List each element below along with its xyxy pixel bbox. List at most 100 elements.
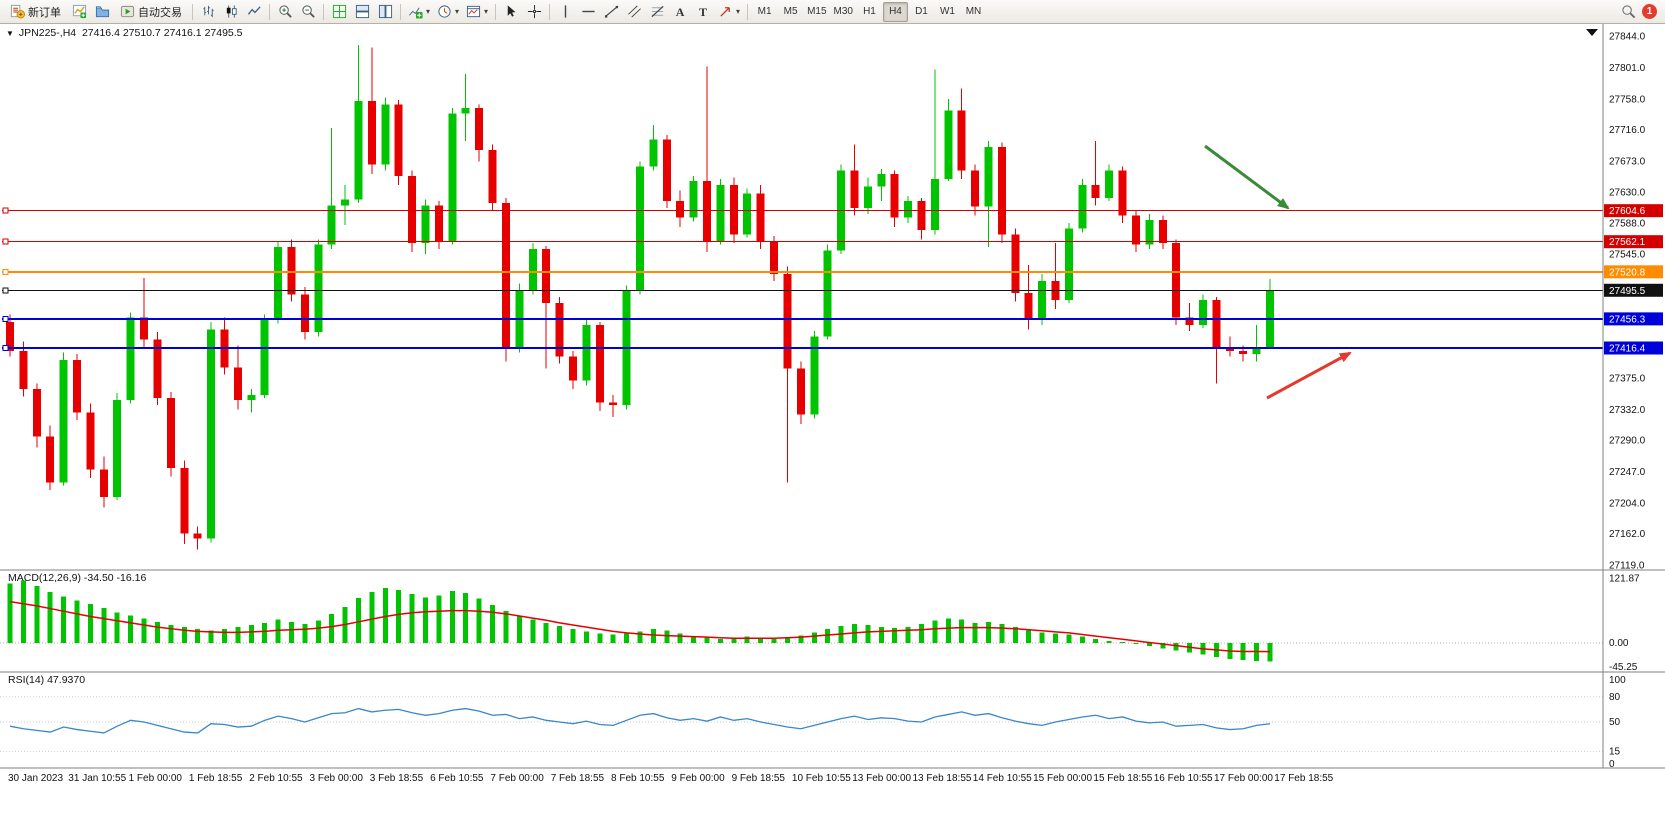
timeframe-D1-button[interactable]: D1 [909,2,934,22]
price-badge-27456.3: 27456.3 [1604,312,1663,326]
macd-signal-line [9,600,1271,653]
price-tick: 27375.0 [1609,374,1646,385]
level-line-handle[interactable] [2,268,9,275]
search-button[interactable] [1617,2,1639,22]
time-label: 10 Feb 10:55 [792,773,851,784]
zoom-in-icon [278,4,293,19]
price-axis: 27844.0 27801.0 27758.0 27716.0 27673.0 27630… [1609,32,1646,572]
level-line-handle[interactable] [2,345,9,352]
time-label: 13 Feb 18:55 [913,773,972,784]
time-label: 7 Feb 00:00 [490,773,544,784]
svg-text:27604.6: 27604.6 [1609,206,1646,217]
timeframe-H1-button[interactable]: H1 [857,2,882,22]
tile-horizontal-icon [355,4,370,19]
timeframe-H4-button[interactable]: H4 [882,1,908,22]
indicators-icon [408,4,423,19]
periods-button[interactable]: ▾ [434,2,462,22]
text-tool-button[interactable]: A [669,2,691,22]
vertical-line-icon [558,4,573,19]
level-line-handle[interactable] [2,315,9,322]
templates-button[interactable]: ▾ [463,2,491,22]
macd-histogram [7,580,1273,662]
text-tool-icon: A [675,4,685,19]
bar-chart-mode-button[interactable] [197,2,219,22]
timeframe-MN-button[interactable]: MN [961,2,986,22]
time-label: 9 Feb 00:00 [671,773,725,784]
line-chart-mode-button[interactable] [243,2,265,22]
time-label: 17 Feb 18:55 [1274,773,1333,784]
rsi-scale-tick: 0 [1609,759,1615,770]
dropdown-caret-icon: ▾ [736,6,741,16]
rsi-scale: 100 80 50 15 0 [1609,675,1626,770]
arrows-tool-button[interactable]: ▾ [715,2,743,22]
toolbar-separator [747,3,749,20]
toolbar-separator [495,3,497,20]
level-line-handle[interactable] [2,287,9,294]
svg-text:27562.1: 27562.1 [1609,237,1646,248]
rsi-scale-tick: 100 [1609,675,1626,686]
tile-vertical-icon [378,4,393,19]
candlestick-mode-button[interactable] [220,2,242,22]
trendline-icon [604,4,619,19]
price-tick: 27119.0 [1609,561,1645,572]
timeframe-M15-button[interactable]: M15 [804,2,829,22]
indicators-button[interactable]: ▾ [405,2,433,22]
trendline-tool-button[interactable] [600,2,622,22]
toolbar-separator [323,3,324,20]
timeframe-M5-button[interactable]: M5 [778,2,803,22]
price-badge-27495.5: 27495.5 [1604,283,1663,297]
fibonacci-tool-button[interactable] [646,2,668,22]
crosshair-tool-button[interactable] [523,2,545,22]
macd-scale: 121.87 0.00 -45.25 [1609,573,1640,673]
horizontal-line-tool-button[interactable] [577,2,599,22]
time-axis: 30 Jan 2023 31 Jan 10:55 1 Feb 00:00 1 Feb … [8,773,1334,784]
price-tick: 27545.0 [1609,250,1646,261]
level-line-handle[interactable] [2,238,9,245]
price-tick: 27162.0 [1609,529,1646,540]
tile-horizontal-button[interactable] [351,2,373,22]
price-tick: 27630.0 [1609,188,1646,199]
macd-scale-max: 121.87 [1609,573,1640,584]
profiles-folder-icon [95,4,110,19]
autotrading-label: 自动交易 [138,6,182,19]
timeframe-M30-button[interactable]: M30 [831,2,856,22]
new-chart-icon [72,4,87,19]
timeframe-W1-button[interactable]: W1 [935,2,960,22]
price-chart-canvas[interactable]: 27604.6 27562.1 27520.8 27495.5 27456.3 27416… [0,24,1665,840]
text-label-tool-button[interactable]: T [692,2,714,22]
toolbar-separator [269,3,270,20]
macd-scale-zero: 0.00 [1609,638,1629,649]
price-tick: 27758.0 [1609,94,1646,105]
time-label: 16 Feb 10:55 [1154,773,1213,784]
dropdown-caret-icon: ▾ [484,6,489,16]
level-line-handle[interactable] [2,207,9,214]
vertical-line-tool-button[interactable] [554,2,576,22]
new-chart-button[interactable] [68,2,90,22]
notification-badge[interactable]: 1 [1642,4,1657,19]
zoom-in-button[interactable] [274,2,296,22]
profiles-button[interactable] [91,2,113,22]
price-tick: 27673.0 [1609,156,1646,167]
tile-vertical-button[interactable] [374,2,396,22]
new-order-button[interactable]: 新订单 [4,2,67,22]
svg-text:27416.4: 27416.4 [1609,344,1646,355]
toolbar-separator [192,3,193,20]
toolbar-separator [400,3,401,20]
time-label: 15 Feb 00:00 [1033,773,1092,784]
time-label: 1 Feb 18:55 [189,773,243,784]
channel-tool-button[interactable] [623,2,645,22]
autotrading-button[interactable]: 自动交易 [114,2,188,22]
zoom-out-button[interactable] [297,2,319,22]
time-label: 30 Jan 2023 [8,773,63,784]
timeframe-group: M1 M5 M15 M30 H1 H4 D1 W1 MN [752,1,986,22]
tile-windows-button[interactable] [328,2,350,22]
timeframe-M1-button[interactable]: M1 [752,2,777,22]
red-arrow-annotation[interactable] [1266,351,1352,400]
toolbar: 新订单 自动交易 [0,0,1665,24]
cursor-tool-button[interactable] [500,2,522,22]
chart-shift-marker-icon[interactable] [1586,29,1598,36]
green-arrow-annotation[interactable] [1204,144,1290,210]
candlestick-icon [224,4,239,19]
time-label: 3 Feb 00:00 [310,773,364,784]
